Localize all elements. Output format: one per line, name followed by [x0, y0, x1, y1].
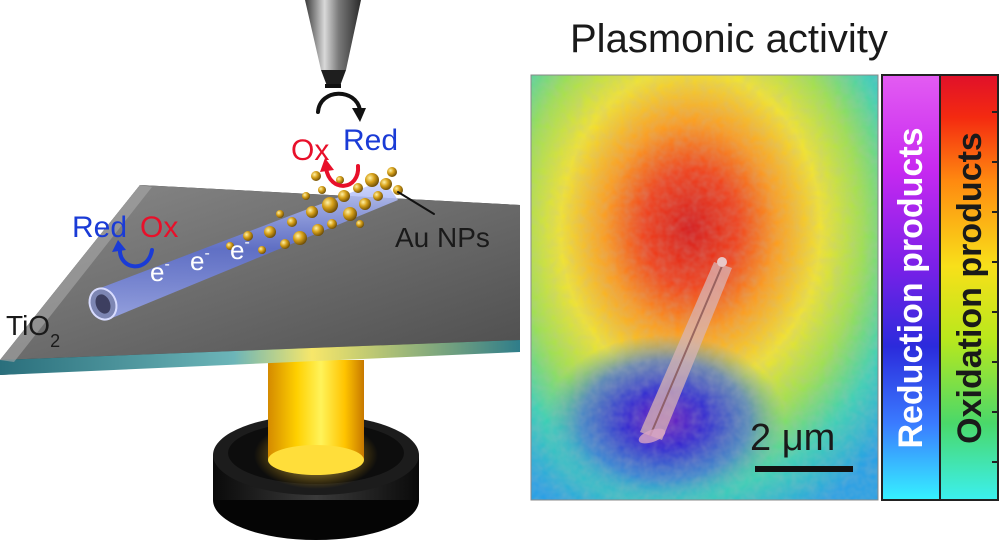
oxidation-products-label: Oxidation products [951, 132, 989, 444]
au-nps-label: Au NPs [395, 222, 490, 253]
activity-map: 2 μm [531, 75, 878, 500]
electron-label: e- [230, 234, 250, 265]
au-pointer-line [397, 191, 435, 215]
tio2-nanotube [88, 180, 398, 321]
ox-label-top: Ox [291, 134, 329, 167]
colorbar-oxidation [940, 75, 998, 500]
tio2-label: TiO2 [6, 310, 60, 351]
map-frame [530, 74, 879, 501]
black-cycle-arrow [316, 91, 362, 114]
colorbar-reduction [882, 75, 940, 500]
colorbar: Reduction products Oxidation products [881, 74, 999, 501]
light-column [254, 360, 378, 489]
blue-cycle-arrow [117, 246, 154, 269]
microelectrode-tip [305, 0, 361, 88]
scale-bar [755, 466, 853, 472]
nanotube-overlay [638, 257, 732, 444]
electron-label: e- [190, 245, 210, 276]
electron-label: e- [150, 256, 170, 287]
red-label-left: Red [72, 211, 127, 244]
scale-bar-label: 2 μm [750, 417, 835, 459]
electron-labels: e- e- e- [150, 234, 250, 287]
au-nanoparticles [226, 167, 403, 254]
black-arrowhead [352, 108, 366, 122]
red-cycle-arrow [324, 164, 361, 188]
red-arrowhead [320, 158, 334, 172]
blue-arrowhead [112, 240, 126, 252]
substrate-plate [0, 185, 520, 375]
reduction-products-label: Reduction products [892, 127, 930, 448]
panel-title: Plasmonic activity [570, 17, 888, 61]
redox-arrows [112, 91, 435, 269]
schematic: Ox Red Red Ox e- e- e- Au NPs TiO2 [0, 0, 520, 540]
colorbar-ticks [992, 111, 998, 463]
ox-label-left: Ox [140, 211, 178, 244]
red-label-top: Red [343, 124, 398, 157]
